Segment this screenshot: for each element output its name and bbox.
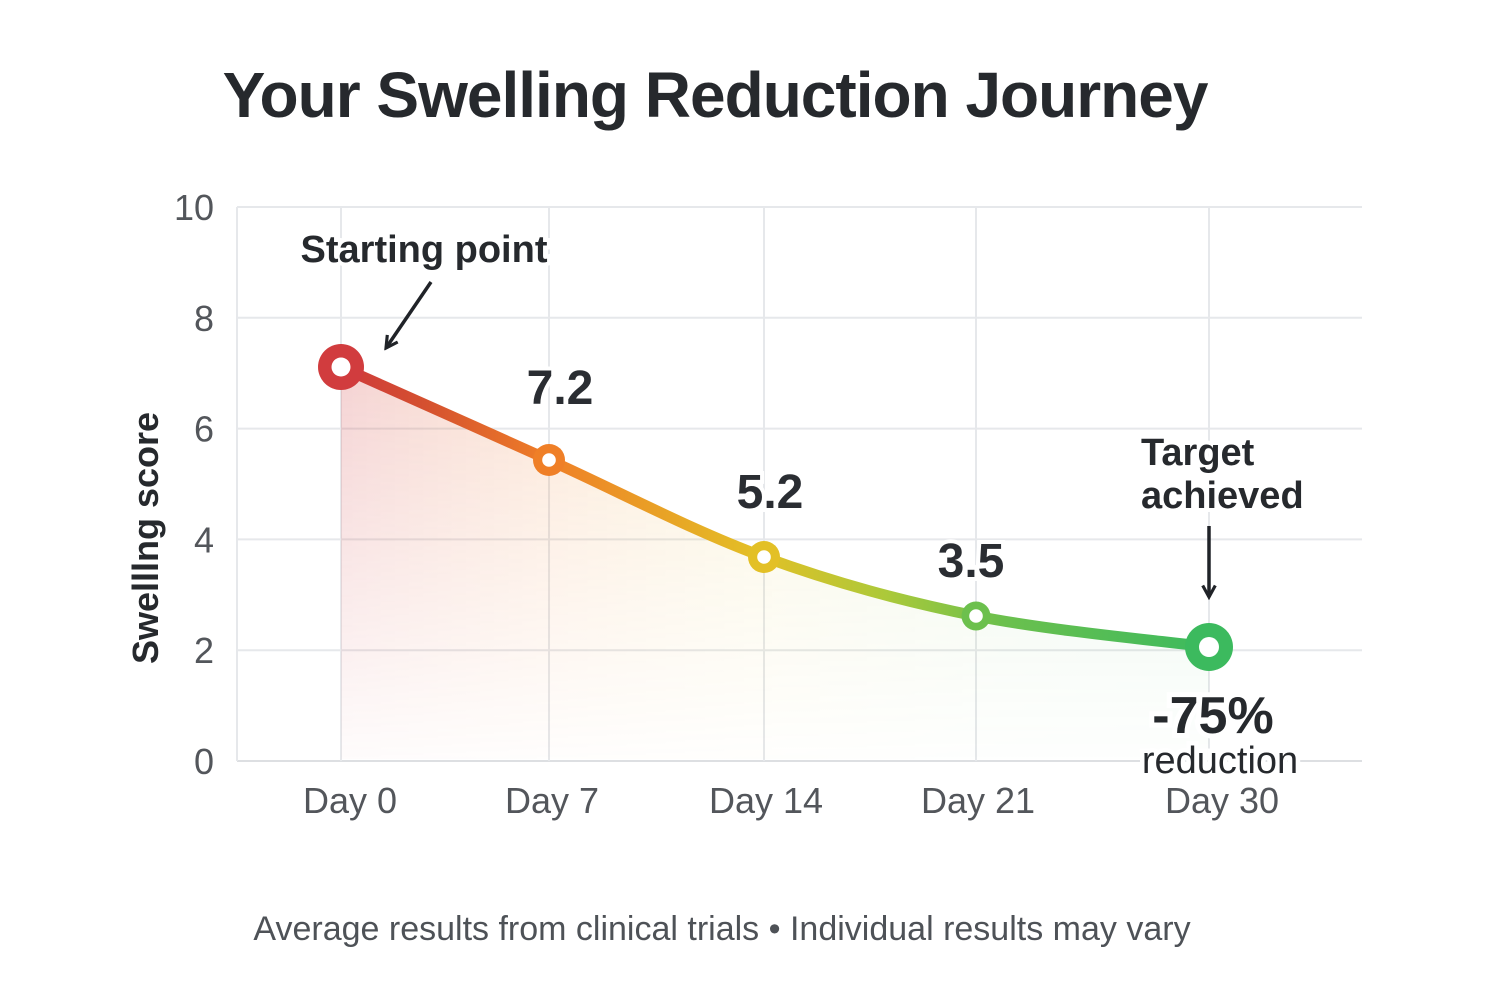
y-tick-6: 6 bbox=[194, 409, 214, 450]
reduction-percent: -75% bbox=[1152, 687, 1273, 745]
annotation-target-achieved: Target achieved bbox=[1137, 428, 1308, 597]
data-point-day-7 bbox=[533, 444, 565, 476]
y-tick-4: 4 bbox=[194, 519, 214, 560]
data-point-day-14 bbox=[748, 541, 780, 573]
value-label-day-21: 3.5 bbox=[938, 535, 1005, 588]
reduction-word: reduction bbox=[1142, 740, 1298, 782]
y-tick-8: 8 bbox=[194, 298, 214, 339]
x-tick-day-7: Day 7 bbox=[505, 780, 599, 821]
x-tick-day-30: Day 30 bbox=[1165, 780, 1279, 821]
reduction-callout: -75% reduction bbox=[1137, 682, 1302, 787]
target-achieved-line1: Target bbox=[1141, 432, 1255, 474]
data-points bbox=[318, 344, 1233, 671]
x-tick-labels: Day 0 Day 7 Day 14 Day 21 Day 30 bbox=[303, 780, 1279, 821]
point-value-labels: 7.2 5.2 3.5 bbox=[523, 358, 1009, 592]
target-achieved-line2: achieved bbox=[1141, 475, 1304, 517]
y-tick-labels: 10 8 6 4 2 0 bbox=[174, 187, 214, 782]
chart-title: Your Swelling Reduction Journey bbox=[222, 59, 1209, 131]
starting-point-label: Starting point bbox=[301, 229, 548, 271]
starting-point-arrow bbox=[386, 281, 433, 348]
value-label-day-7: 7.2 bbox=[527, 362, 594, 415]
x-tick-day-14: Day 14 bbox=[709, 780, 823, 821]
y-tick-0: 0 bbox=[194, 741, 214, 782]
x-tick-day-0: Day 0 bbox=[303, 780, 397, 821]
footnote: Average results from clinical trials • I… bbox=[253, 910, 1191, 948]
data-point-day-21 bbox=[961, 601, 991, 631]
annotation-starting-point: Starting point bbox=[297, 225, 552, 348]
y-tick-2: 2 bbox=[194, 630, 214, 671]
x-tick-day-21: Day 21 bbox=[921, 780, 1035, 821]
value-label-day-14: 5.2 bbox=[737, 466, 804, 519]
data-point-day-0 bbox=[318, 344, 364, 390]
data-point-day-30 bbox=[1185, 623, 1233, 671]
y-tick-10: 10 bbox=[174, 187, 214, 228]
